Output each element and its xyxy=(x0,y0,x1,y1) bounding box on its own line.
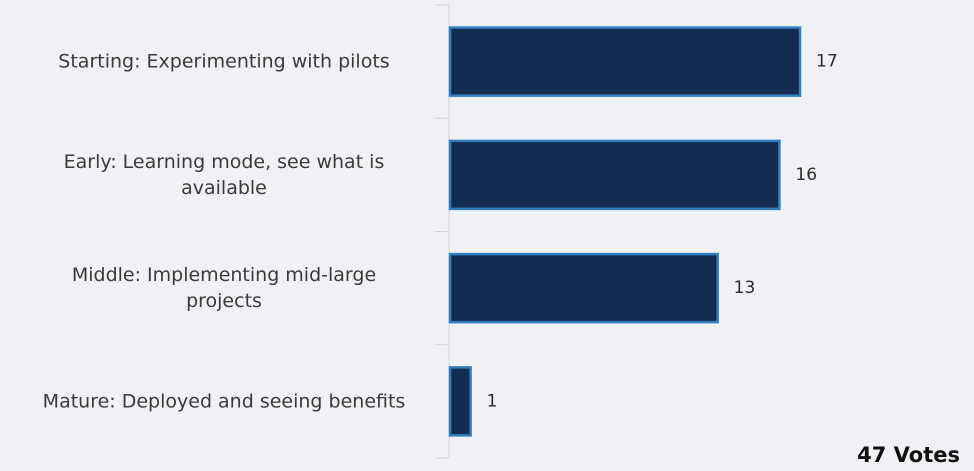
bar xyxy=(448,139,781,211)
category-label: Mature: Deployed and seeing benefits xyxy=(43,390,406,412)
category-label-line: Mature: Deployed and seeing benefits xyxy=(43,390,406,412)
category-label-line: available xyxy=(181,177,267,199)
votes-count: 47 Votes xyxy=(857,443,960,467)
category-label-line: projects xyxy=(186,290,262,312)
category-label: Early: Learning mode, see what is availab… xyxy=(64,151,385,199)
category-axis-ticks xyxy=(435,4,449,459)
category-labels: Starting: Experimenting with pilots Early… xyxy=(43,51,406,413)
bars-group xyxy=(448,26,802,437)
bar xyxy=(448,252,719,324)
data-label: 17 xyxy=(816,52,838,72)
category-label-line: Middle: Implementing mid-large xyxy=(72,264,376,286)
category-label-line: Starting: Experimenting with pilots xyxy=(58,51,389,73)
category-label: Starting: Experimenting with pilots xyxy=(58,51,389,73)
category-label-line: Early: Learning mode, see what is xyxy=(64,151,385,173)
data-label: 1 xyxy=(487,391,498,411)
category-label: Middle: Implementing mid-large projects xyxy=(72,264,376,312)
data-label: 13 xyxy=(734,278,756,298)
data-label: 16 xyxy=(795,165,817,185)
bar xyxy=(448,26,802,97)
bar xyxy=(448,366,472,437)
value-labels: 17 16 13 1 xyxy=(487,52,838,412)
